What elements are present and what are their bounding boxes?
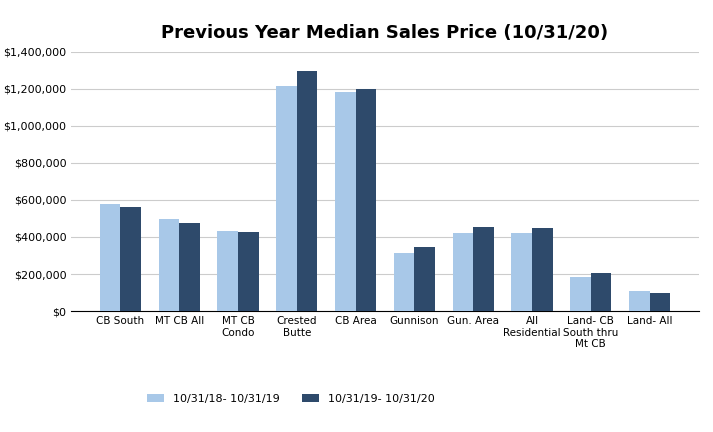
Bar [276,86,297,311]
Bar [100,203,120,311]
Bar [473,227,494,311]
Bar [414,247,435,311]
Bar [532,228,553,311]
Bar [570,277,591,311]
Bar [179,223,200,311]
Bar [297,71,317,311]
Bar [158,219,179,311]
Bar [650,293,670,311]
Title: Previous Year Median Sales Price (10/31/20): Previous Year Median Sales Price (10/31/… [161,24,609,42]
Bar [394,253,414,311]
Bar [120,207,141,311]
Bar [217,231,238,311]
Bar [511,233,532,311]
Bar [629,291,650,311]
Bar [335,92,356,311]
Bar [453,233,473,311]
Bar [238,232,259,311]
Bar [591,273,612,311]
Bar [356,89,376,311]
Legend: 10/31/18- 10/31/19, 10/31/19- 10/31/20: 10/31/18- 10/31/19, 10/31/19- 10/31/20 [143,389,438,408]
